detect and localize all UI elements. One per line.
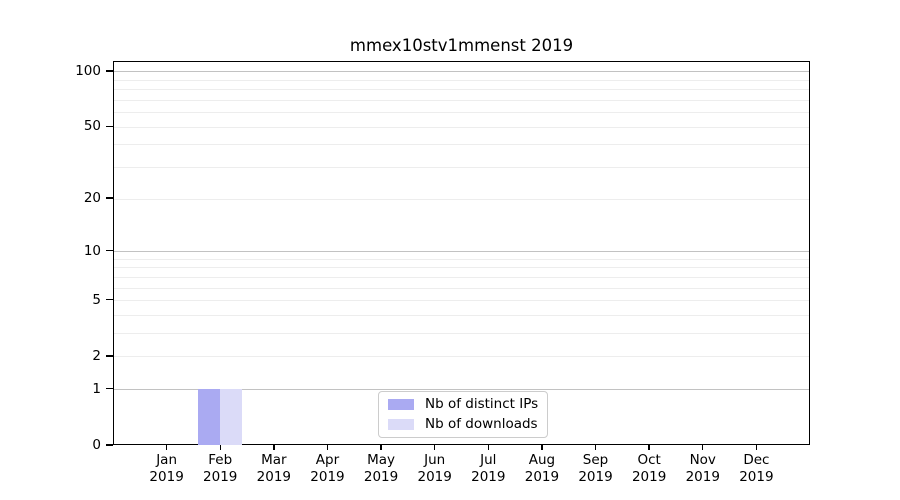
gridline-minor — [114, 300, 809, 302]
x-tick-month: Jan — [156, 452, 178, 468]
x-tick-year: 2019 — [685, 468, 720, 485]
x-tick-month: Oct — [637, 452, 661, 468]
x-tick-label: Mar 2019 — [242, 452, 306, 485]
gridline-minor — [114, 198, 809, 200]
x-tick-month: Jun — [424, 452, 446, 468]
x-tick-label: Nov 2019 — [671, 452, 735, 485]
x-tick-month: Jul — [480, 452, 497, 468]
x-tick-label: Sep 2019 — [564, 452, 628, 485]
x-tick-mark — [380, 445, 382, 450]
y-tick-mark — [106, 249, 113, 252]
legend-label: Nb of distinct IPs — [425, 396, 539, 412]
gridline-minor — [114, 276, 809, 278]
x-tick-year: 2019 — [256, 468, 292, 485]
x-tick-year: 2019 — [310, 468, 345, 485]
x-tick-mark — [165, 445, 168, 450]
y-tick-label: 100 — [75, 62, 101, 79]
legend-row: Nb of downloads — [388, 415, 538, 433]
y-tick-mark — [106, 388, 113, 390]
x-tick-year: 2019 — [149, 468, 184, 485]
x-tick-mark — [487, 445, 489, 450]
gridline-major — [114, 71, 809, 73]
y-tick-mark — [106, 125, 113, 127]
legend-label: Nb of downloads — [425, 415, 538, 432]
gridline-minor — [114, 315, 809, 316]
gridline-minor — [114, 112, 809, 114]
x-tick-year: 2019 — [363, 468, 399, 485]
x-tick-year: 2019 — [524, 468, 560, 485]
gridline-minor — [114, 79, 809, 81]
x-tick-mark — [541, 445, 543, 450]
gridline-minor — [114, 126, 809, 128]
x-tick-year: 2019 — [417, 468, 452, 485]
y-tick-mark — [106, 197, 113, 199]
x-tick-mark — [594, 445, 597, 450]
gridline-minor — [114, 258, 809, 260]
gridline-major — [114, 251, 809, 253]
x-tick-month: Mar — [261, 452, 287, 468]
y-tick-label: 20 — [83, 190, 101, 207]
x-tick-mark — [273, 445, 275, 450]
gridline-minor — [114, 99, 809, 101]
legend-row: Nb of distinct IPs — [388, 396, 539, 413]
x-tick-month: May — [367, 452, 396, 468]
x-tick-month: Nov — [689, 452, 716, 468]
x-tick-label: Feb 2019 — [188, 452, 252, 485]
legend-swatch-distinct-ips — [388, 399, 414, 411]
x-tick-year: 2019 — [631, 468, 667, 485]
x-tick-year: 2019 — [739, 468, 774, 485]
bar-distinct-ips — [198, 388, 221, 445]
x-tick-month: Aug — [528, 452, 556, 468]
legend: Nb of distinct IPs Nb of downloads — [378, 391, 549, 438]
legend-swatch-downloads — [388, 418, 414, 430]
y-tick-label: 2 — [92, 347, 101, 364]
y-tick-label: 1 — [92, 380, 101, 397]
y-tick-label: 10 — [83, 242, 101, 259]
x-tick-label: Jul 2019 — [456, 452, 520, 485]
gridline-minor — [114, 167, 809, 169]
y-tick-mark — [106, 355, 113, 357]
gridline-minor — [114, 356, 809, 358]
gridline-minor — [114, 333, 809, 335]
gridline-minor — [114, 287, 809, 289]
x-tick-label: Oct 2019 — [617, 452, 681, 485]
x-tick-label: Apr 2019 — [295, 452, 359, 485]
x-tick-label: Aug 2019 — [510, 452, 574, 485]
y-tick-mark — [106, 70, 113, 72]
x-tick-month: Apr — [315, 452, 340, 468]
gridline-minor — [114, 267, 809, 269]
x-tick-month: Dec — [743, 452, 770, 468]
x-tick-month: Feb — [208, 452, 233, 468]
x-tick-year: 2019 — [203, 468, 238, 485]
gridline-minor — [114, 89, 809, 91]
x-tick-label: May 2019 — [349, 452, 413, 485]
gridline-major — [114, 389, 809, 391]
x-tick-mark — [648, 445, 650, 450]
chart-title: mmex10stv1mmenst 2019 — [349, 36, 574, 55]
x-tick-year: 2019 — [471, 468, 506, 485]
x-tick-month: Sep — [582, 452, 609, 468]
y-tick-label: 5 — [92, 291, 101, 308]
x-tick-mark — [755, 445, 758, 450]
y-tick-label: 50 — [83, 118, 101, 135]
plot-area — [113, 61, 810, 445]
x-tick-label: Jan 2019 — [135, 452, 199, 485]
y-tick-mark — [106, 299, 113, 301]
bar-downloads — [220, 388, 243, 445]
x-tick-mark — [219, 445, 221, 450]
x-tick-mark — [433, 445, 436, 450]
y-tick-label: 0 — [92, 437, 101, 453]
x-tick-label: Jun 2019 — [403, 452, 467, 485]
x-tick-mark — [326, 445, 329, 450]
x-tick-mark — [702, 445, 704, 450]
gridline-minor — [114, 144, 809, 146]
y-tick-mark — [106, 444, 113, 446]
x-tick-label: Dec 2019 — [724, 452, 788, 485]
x-tick-year: 2019 — [578, 468, 613, 485]
